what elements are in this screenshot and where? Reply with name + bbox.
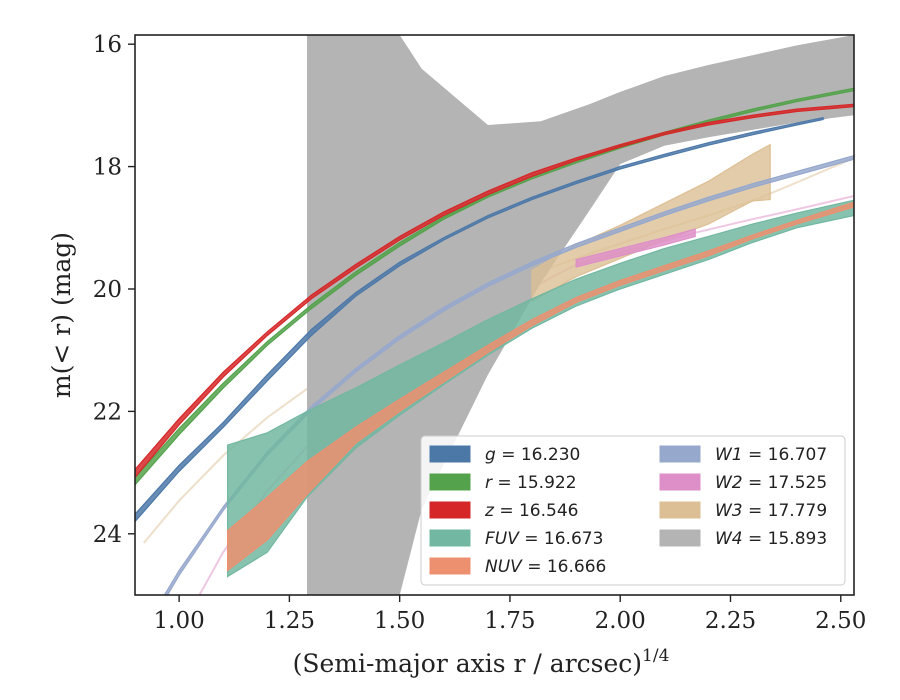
y-tick-label: 22 <box>93 399 122 425</box>
legend-band-value: = 17.779 <box>743 501 828 521</box>
legend-swatch-w4 <box>659 529 701 547</box>
legend-band-value: = 16.546 <box>494 501 579 521</box>
legend-band-name: W2 <box>715 473 743 493</box>
legend-swatch-g <box>429 445 471 463</box>
y-tick-label: 16 <box>93 32 122 58</box>
legend-band-name: g <box>485 445 496 465</box>
series-w1-band <box>163 154 854 595</box>
legend-band-value: = 16.666 <box>522 557 607 577</box>
legend-label-w4: W4 = 15.893 <box>715 529 827 549</box>
x-tick-label: 1.25 <box>264 608 315 634</box>
legend-band-name: r <box>485 473 493 493</box>
legend-band-value: = 16.673 <box>519 529 604 549</box>
plot-frame <box>134 34 855 596</box>
y-tick-label: 20 <box>93 277 122 303</box>
legend-label-nuv: NUV = 16.666 <box>485 557 606 577</box>
legend-label-w1: W1 = 16.707 <box>715 445 827 465</box>
legend-swatch-fuv <box>429 529 471 547</box>
legend-swatch-w2 <box>659 473 701 491</box>
legend-swatch-w1 <box>659 445 701 463</box>
legend-label-z: z = 16.546 <box>484 501 578 521</box>
legend-band-name: NUV <box>485 557 523 577</box>
legend-band-name: W1 <box>715 445 743 465</box>
legend-frame <box>420 435 846 586</box>
x-tick-label: 2.50 <box>815 608 866 634</box>
legend-swatch-r <box>429 473 471 491</box>
legend-label-g: g = 16.230 <box>485 445 580 465</box>
y-axis-label: m(< r) (mag) <box>47 232 76 398</box>
y-tick-label: 24 <box>93 522 122 548</box>
x-tick-label: 2.25 <box>705 608 756 634</box>
series-nuv-band <box>227 201 854 572</box>
series-g-band <box>135 116 824 523</box>
series-fuv-band <box>227 199 854 578</box>
x-tick-label: 1.75 <box>484 608 535 634</box>
legend-label-r: r = 15.922 <box>485 473 577 493</box>
legend-label-w2: W2 = 17.525 <box>715 473 827 493</box>
legend-band-name: W4 <box>715 529 743 549</box>
legend-swatch-nuv <box>429 557 471 575</box>
legend-band-value: = 16.707 <box>743 445 828 465</box>
x-tick-label: 1.50 <box>374 608 425 634</box>
legend-band-value: = 15.922 <box>492 473 577 493</box>
legend-swatch-w3 <box>659 501 701 519</box>
x-axis-label-superscript: 1/4 <box>642 646 669 666</box>
x-axis: 1.00 1.25 1.50 1.75 2.00 2.25 2.50 <box>154 595 866 634</box>
x-tick-label: 1.00 <box>154 608 205 634</box>
legend-band-value: = 16.230 <box>496 445 581 465</box>
legend-band-value: = 15.893 <box>743 529 828 549</box>
legend-swatch-z <box>429 501 471 519</box>
x-axis-label: (Semi-major axis r / arcsec)1/4 <box>293 646 670 678</box>
legend-label-w3: W3 = 17.779 <box>715 501 827 521</box>
series-r-band <box>135 87 854 486</box>
legend-band-name: z <box>484 501 495 521</box>
x-tick-label: 2.00 <box>595 608 646 634</box>
series-z-band <box>135 103 854 479</box>
series-w2-band <box>575 228 696 268</box>
legend-band-name: W3 <box>715 501 743 521</box>
legend-band-name: FUV <box>485 529 520 549</box>
y-tick-label: 18 <box>93 155 122 181</box>
legend-label-fuv: FUV = 16.673 <box>485 529 603 549</box>
x-axis-label-text: (Semi-major axis r / arcsec) <box>293 649 642 678</box>
y-axis: 16 18 20 22 24 <box>93 32 135 548</box>
legend-band-value: = 17.525 <box>743 473 828 493</box>
